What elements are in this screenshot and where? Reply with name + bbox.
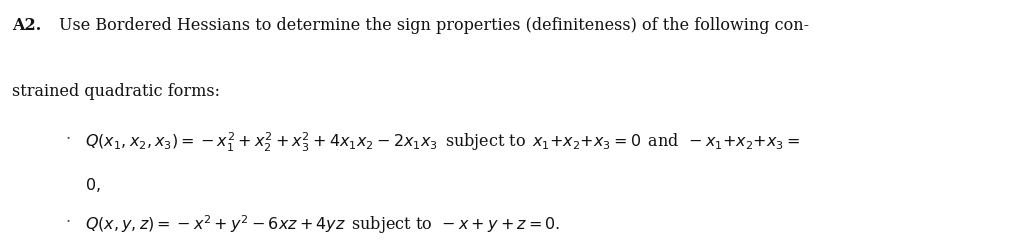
Text: $Q(x_1, x_2, x_3) = -x_1^2 + x_2^2 + x_3^2 + 4x_1x_2 - 2x_1x_3\,$ subject to $\,: $Q(x_1, x_2, x_3) = -x_1^2 + x_2^2 + x_3…	[85, 131, 800, 154]
Text: strained quadratic forms:: strained quadratic forms:	[12, 83, 221, 100]
Text: Use Bordered Hessians to determine the sign properties (definiteness) of the fol: Use Bordered Hessians to determine the s…	[59, 17, 809, 34]
Text: ·: ·	[65, 214, 70, 231]
Text: $Q(x, y, z) = -x^2 + y^2 - 6xz + 4yz\,$ subject to $\,-x + y + z = 0.$: $Q(x, y, z) = -x^2 + y^2 - 6xz + 4yz\,$ …	[85, 214, 559, 236]
Text: A2.: A2.	[12, 17, 41, 34]
Text: ·: ·	[65, 131, 70, 148]
Text: $0,$: $0,$	[85, 176, 100, 194]
